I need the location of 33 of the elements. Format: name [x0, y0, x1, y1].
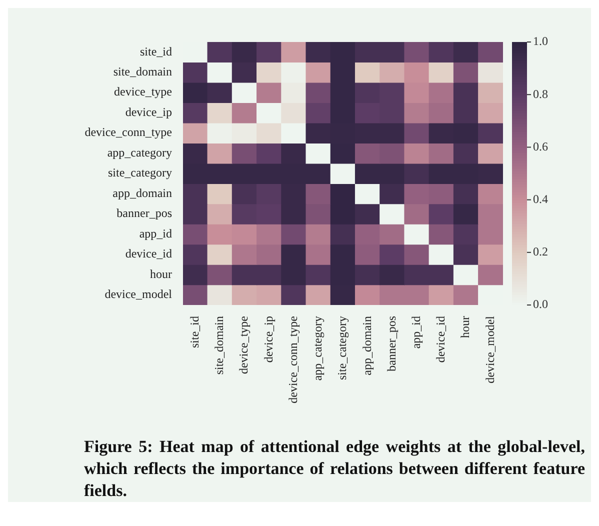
y-tick-label: device_model	[104, 287, 173, 302]
y-tick-label: device_type	[114, 84, 172, 99]
color-bar-label: 0.0	[533, 297, 548, 312]
y-tick-label: app_category	[107, 145, 172, 160]
y-tick-label: device_ip	[125, 104, 172, 119]
color-bar-label: 0.6	[533, 139, 548, 154]
x-tick-label: device_conn_type	[286, 316, 300, 404]
color-bar-label: 1.0	[533, 34, 548, 48]
x-tick-label: device_ip	[261, 316, 276, 363]
x-tick-label: device_id	[434, 316, 448, 363]
y-tick-label: site_domain	[113, 64, 172, 78]
x-tick-label: site_domain	[212, 316, 226, 375]
color-bar-label: 0.2	[533, 244, 548, 259]
x-tick-label: banner_pos	[384, 316, 398, 372]
x-tick-label: app_category	[310, 316, 325, 381]
x-tick-label: site_category	[335, 316, 350, 380]
x-tick-label: hour	[458, 316, 472, 338]
x-tick-label: device_type	[236, 316, 251, 374]
color-bar-label: 0.8	[533, 86, 548, 101]
y-tick-label: site_category	[108, 166, 172, 180]
y-tick-label: app_id	[139, 226, 172, 240]
color-bar-label: 0.4	[533, 192, 548, 206]
y-tick-label: device_id	[125, 246, 172, 261]
y-tick-label: site_id	[140, 44, 172, 58]
y-tick-label: app_domain	[112, 186, 172, 200]
y-tick-label: device_conn_type	[84, 125, 172, 140]
x-tick-label: device_model	[482, 315, 497, 384]
caption: Figure 5: Heat map of attentional edge weights at the global-level, which reflects the importance of relations between different feature fields.	[84, 436, 585, 502]
x-tick-label: site_id	[187, 316, 202, 348]
x-tick-label: app_id	[409, 316, 423, 349]
x-tick-label: app_domain	[360, 316, 374, 376]
y-tick-label: hour	[150, 266, 172, 281]
y-tick-label: banner_pos	[116, 206, 172, 220]
